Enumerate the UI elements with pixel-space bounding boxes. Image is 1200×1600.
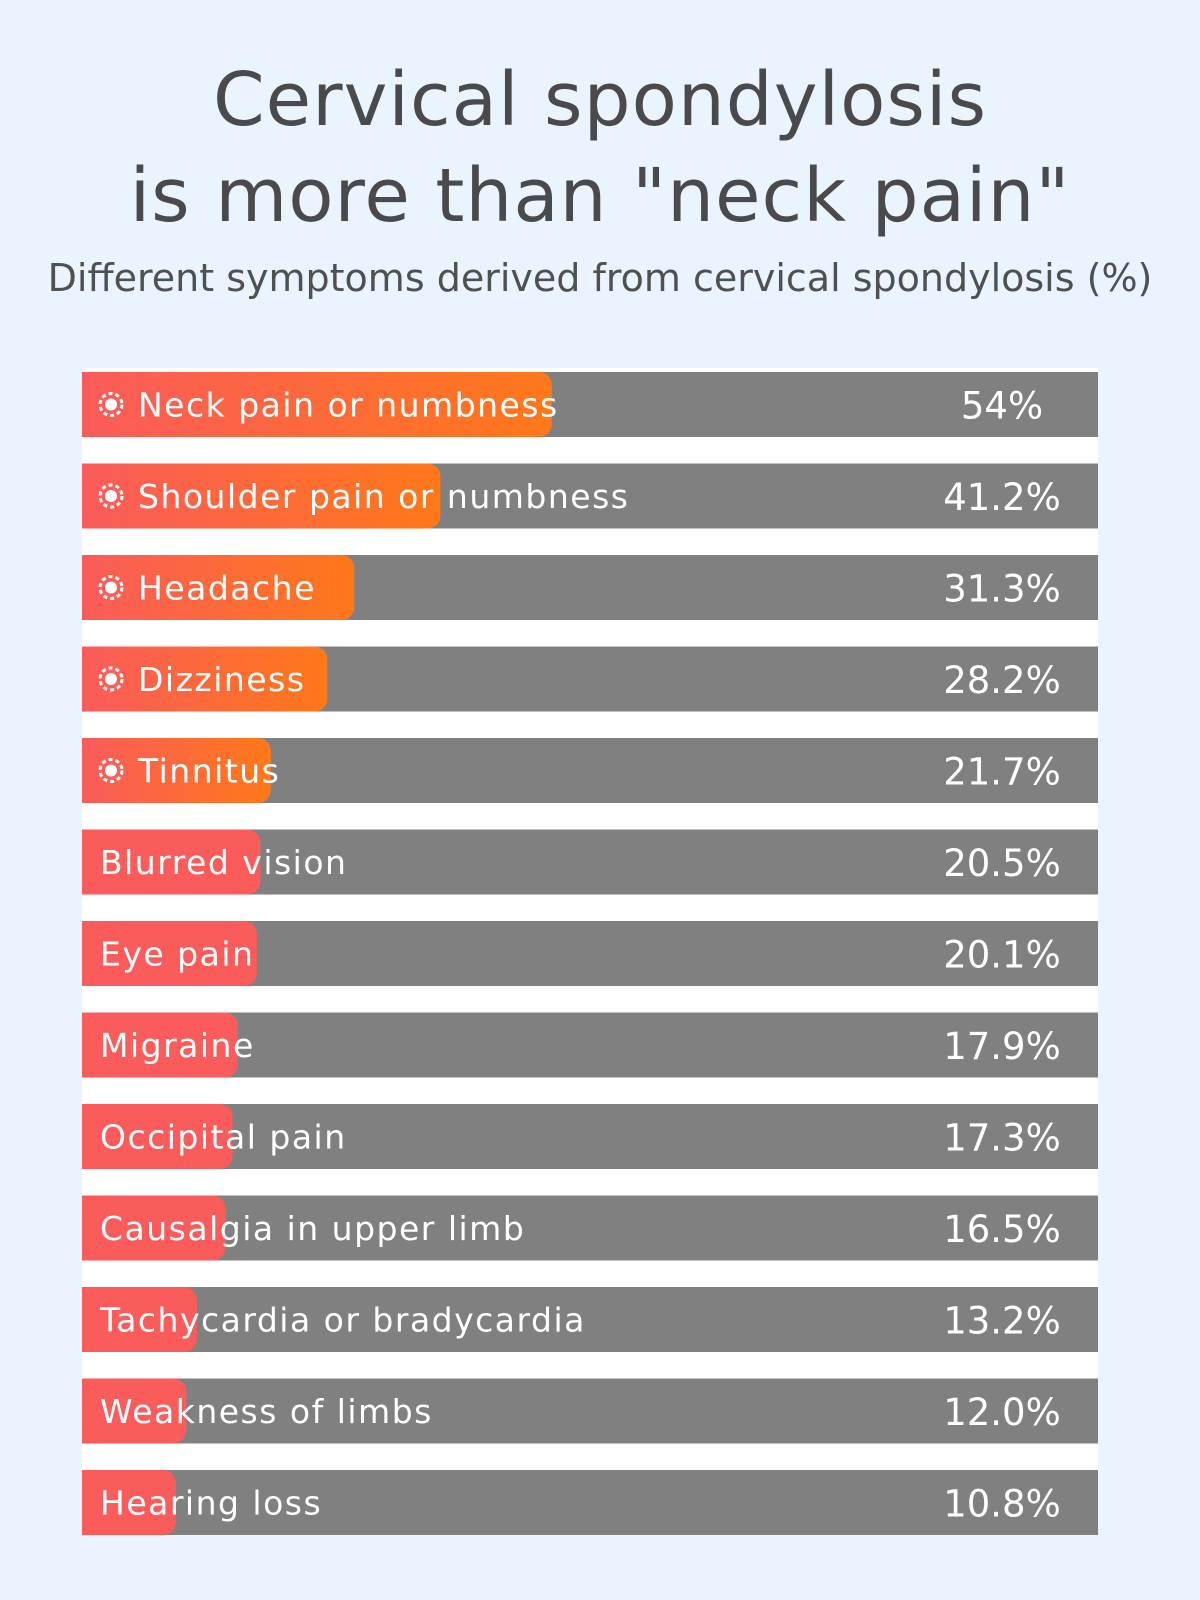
bar-category-label: Hearing loss — [100, 1484, 322, 1523]
chart-title-line-1: Cervical spondylosis — [212, 57, 988, 143]
bar — [82, 463, 441, 529]
bar-category-label: Weakness of limbs — [100, 1392, 433, 1431]
bar-value-label: 10.8% — [943, 1483, 1061, 1526]
bar — [82, 1287, 197, 1352]
bar-value-label: 20.5% — [943, 842, 1061, 885]
bar — [82, 738, 271, 803]
chart-title-line-2: is more than "neck pain" — [129, 153, 1071, 239]
bar-category-label: Blurred vision — [100, 843, 347, 882]
bar-row: Neck pain or numbness 54% — [82, 372, 1098, 437]
bar — [82, 1104, 233, 1169]
bar-track — [82, 1104, 1098, 1169]
bar-value-label: 21.7% — [943, 751, 1061, 794]
bar-value-label: 31.3% — [943, 568, 1061, 611]
bar — [82, 555, 355, 620]
bar-row: Shoulder pain or numbness 41.2% — [82, 463, 1098, 529]
bar-value-label: 17.3% — [943, 1117, 1061, 1160]
bar-track — [82, 1470, 1098, 1535]
bar-category-label: Causalgia in upper limb — [100, 1209, 525, 1248]
bar-row: Headache 31.3% — [82, 555, 1098, 620]
bar-row: Hearing loss 10.8% — [82, 1470, 1098, 1535]
bar — [82, 1195, 226, 1261]
bar — [82, 921, 257, 986]
virus-icon — [98, 575, 124, 600]
bar — [82, 1470, 176, 1535]
virus-icon — [98, 758, 124, 783]
bar-track — [82, 1287, 1098, 1352]
bar-value-label: 13.2% — [943, 1300, 1061, 1343]
bar-row: Eye pain 20.1% — [82, 921, 1098, 986]
bar-category-label: Shoulder pain or numbness — [138, 477, 629, 516]
bar-category-label: Occipital pain — [100, 1118, 347, 1157]
virus-icon — [98, 483, 124, 509]
bar-row: Causalgia in upper limb 16.5% — [82, 1195, 1098, 1261]
bar — [82, 646, 328, 712]
bar-row: Occipital pain 17.3% — [82, 1104, 1098, 1169]
bar-category-label: Migraine — [100, 1026, 255, 1065]
bar-row: Tinnitus 21.7% — [82, 738, 1098, 803]
bar-value-label: 41.2% — [943, 476, 1061, 519]
bar-value-label: 16.5% — [943, 1208, 1061, 1251]
bar-row: Migraine 17.9% — [82, 1012, 1098, 1078]
bar-track — [82, 1378, 1098, 1444]
chart-title: Cervical spondylosis is more than "neck … — [0, 52, 1200, 244]
bar-category-label: Headache — [138, 569, 316, 608]
bar-category-label: Dizziness — [138, 660, 306, 699]
virus-icon — [98, 666, 124, 692]
bar-row: Weakness of limbs 12.0% — [82, 1378, 1098, 1444]
bar-value-label: 17.9% — [943, 1025, 1061, 1068]
bar — [82, 829, 261, 895]
bar — [82, 372, 552, 437]
bar — [82, 1012, 238, 1078]
bar-category-label: Tachycardia or bradycardia — [99, 1301, 586, 1340]
bar-category-label: Tinnitus — [137, 752, 280, 791]
bar-track — [82, 1195, 1098, 1261]
virus-icon — [98, 392, 124, 417]
bar-value-label: 54% — [961, 385, 1043, 428]
bar — [82, 1378, 187, 1444]
bar-row: Dizziness 28.2% — [82, 646, 1098, 712]
chart-subtitle: Different symptoms derived from cervical… — [47, 256, 1153, 300]
bar-category-label: Neck pain or numbness — [138, 386, 559, 425]
bar-row: Tachycardia or bradycardia 13.2% — [82, 1287, 1098, 1352]
bar-category-label: Eye pain — [100, 935, 254, 974]
bar-value-label: 20.1% — [943, 934, 1061, 977]
bar-row: Blurred vision 20.5% — [82, 829, 1098, 895]
bar-value-label: 28.2% — [943, 659, 1061, 702]
bar-track — [82, 1012, 1098, 1078]
bar-value-label: 12.0% — [943, 1391, 1061, 1434]
